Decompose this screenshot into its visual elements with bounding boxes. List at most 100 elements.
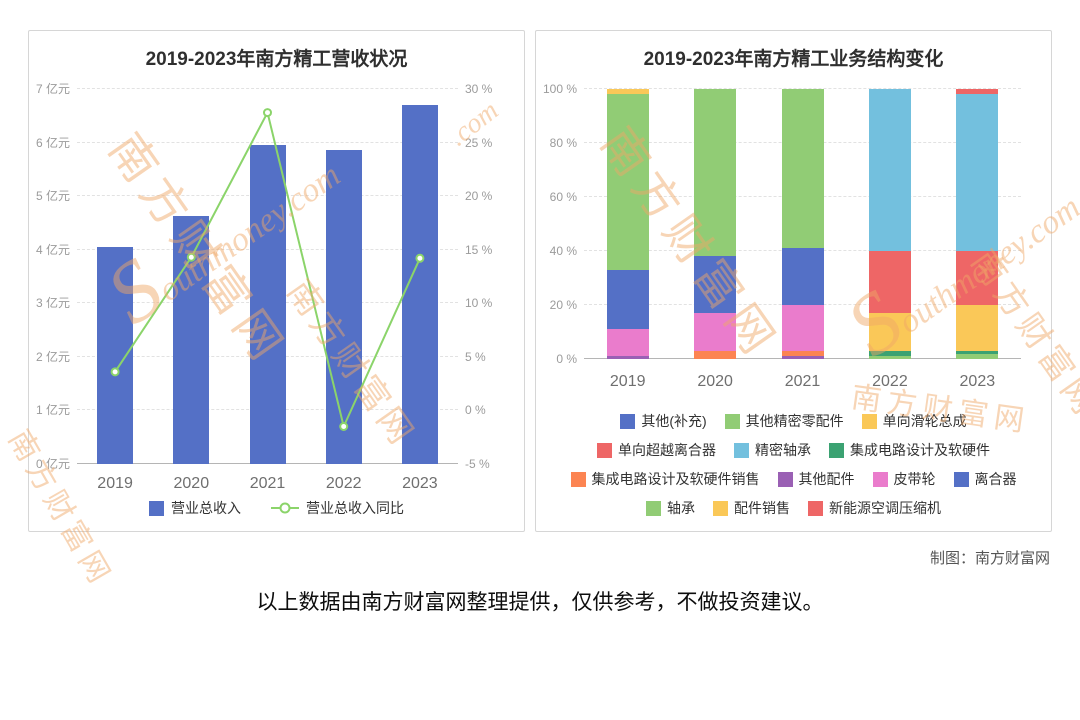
legend-item: 集成电路设计及软硬件销售	[570, 469, 760, 489]
x-axis-label: 2020	[697, 373, 733, 390]
x-axis-label: 2022	[872, 373, 908, 390]
legend-item: 精密轴承	[734, 440, 811, 460]
revenue-plot: 0 亿元 1 亿元 2 亿元 3 亿元 4 亿元 5 亿元 6 亿元 7 亿元 -5 % 0 % 5…	[36, 82, 492, 471]
legend-label: 皮带轮	[893, 471, 936, 487]
gridline	[584, 88, 1021, 89]
legend-item-growth: 营业总收入同比	[271, 498, 404, 518]
growth-marker-icon	[339, 422, 349, 431]
structure-chart-card: 2019-2023年南方精工业务结构变化 0 % 20 % 40 % 60 % 80 %…	[535, 30, 1052, 532]
bar-segment	[956, 94, 999, 252]
y-axis-label-left: 20 %	[549, 298, 577, 312]
revenue-chart-title: 2019-2023年南方精工营收状况	[145, 49, 408, 70]
bar-segment	[868, 251, 911, 314]
legend-swatch	[597, 442, 612, 458]
y-axis-label-right: 5 %	[465, 349, 486, 364]
legend-item: 其他(补充)	[620, 411, 707, 431]
x-axis-label: 2020	[173, 475, 210, 492]
revenue-bar-2021	[249, 145, 286, 464]
bar-segment	[781, 305, 824, 351]
legend-label: 其他精密零配件	[745, 413, 844, 429]
y-axis-label-left: 3 亿元	[35, 296, 70, 311]
bar-segment	[868, 89, 911, 252]
legend-swatch	[620, 413, 636, 429]
legend-swatch	[724, 413, 740, 429]
x-axis-label: 2019	[97, 475, 133, 492]
y-axis-label-right: 10 %	[465, 296, 493, 311]
legend-label: 集成电路设计及软硬件销售	[591, 471, 760, 487]
legend-swatch	[953, 471, 969, 487]
legend-swatch	[777, 471, 793, 487]
chart-credit: 制图：南方财富网	[929, 550, 1050, 567]
y-axis-label-left: 1 亿元	[35, 403, 70, 418]
legend-item: 新能源空调压缩机	[808, 498, 941, 518]
legend-swatch	[734, 442, 749, 458]
bar-segment	[606, 94, 649, 270]
x-axis-label: 2021	[784, 373, 821, 390]
legend-label: 其他(补充)	[641, 413, 707, 429]
growth-marker-icon	[186, 252, 196, 262]
legend-label: 轴承	[667, 500, 695, 516]
y-axis-label-left: 60 %	[549, 190, 577, 204]
revenue-legend: 营业总收入 营业总收入同比	[29, 498, 524, 518]
legend-label: 离合器	[974, 471, 1017, 487]
bar-segment	[694, 313, 737, 351]
stacked-bar-2023	[956, 89, 999, 359]
y-axis-label-right: -5 %	[465, 457, 490, 471]
legend-label: 单向超越离合器	[618, 442, 716, 458]
y-axis-label-left: 0 %	[556, 352, 577, 366]
legend-item: 单向滑轮总成	[861, 411, 967, 431]
y-axis-label-right: 15 %	[465, 242, 493, 257]
y-axis-label-left: 0 亿元	[35, 457, 70, 471]
y-axis-label-left: 6 亿元	[35, 135, 70, 150]
legend-label: 其他配件	[798, 471, 855, 487]
x-axis-label: 2022	[325, 475, 362, 492]
legend-label: 新能源空调压缩机	[829, 500, 941, 516]
bar-segment	[694, 256, 737, 314]
disclaimer-text: 以上数据由南方财富网整理提供，仅供参考，不做投资建议。	[256, 591, 824, 614]
y-axis-label-right: 25 %	[465, 135, 493, 150]
stacked-bar-2020	[694, 89, 737, 359]
growth-marker-icon	[110, 367, 120, 377]
gridline	[77, 88, 458, 89]
bar-segment	[606, 269, 649, 330]
legend-item: 其他配件	[777, 469, 855, 489]
bar-segment	[956, 251, 999, 306]
x-axis-label: 2021	[249, 475, 286, 492]
legend-swatch	[872, 471, 888, 487]
structure-chart-title: 2019-2023年南方精工业务结构变化	[643, 49, 944, 70]
bar-segment	[781, 350, 824, 357]
bar-segment	[956, 305, 999, 351]
stacked-bar-2022	[868, 89, 911, 359]
bar-segment	[781, 89, 824, 249]
structure-plot: 0 % 20 % 40 % 60 % 80 % 100 %	[543, 82, 1021, 366]
bar-segment	[606, 356, 649, 359]
legend-item-revenue: 营业总收入	[149, 498, 241, 518]
y-axis-label-left: 40 %	[549, 244, 577, 258]
x-axis-label: 2023	[402, 475, 438, 492]
bar-segment	[956, 350, 999, 354]
stacked-bar-2021	[781, 89, 824, 359]
legend-item: 皮带轮	[872, 469, 936, 489]
bar-segment	[956, 353, 999, 359]
legend-item: 集成电路设计及软硬件	[829, 440, 990, 460]
legend-label: 单向滑轮总成	[882, 413, 967, 429]
legend-label: 配件销售	[734, 500, 790, 516]
y-axis-label-right: 0 %	[465, 403, 486, 418]
revenue-bar-2022	[325, 149, 362, 464]
growth-line	[114, 109, 421, 430]
bar-segment	[781, 248, 824, 306]
y-axis-label-right: 30 %	[465, 82, 493, 96]
legend-label: 精密轴承	[755, 442, 811, 458]
y-axis-label-left: 4 亿元	[35, 242, 70, 257]
legend-item: 配件销售	[713, 498, 790, 518]
growth-marker-icon	[415, 253, 425, 263]
line-series-marker-icon	[271, 507, 299, 509]
legend-swatch	[646, 500, 661, 516]
y-axis-label-left: 5 亿元	[35, 189, 70, 204]
legend-item: 离合器	[953, 469, 1017, 489]
legend-item: 单向超越离合器	[597, 440, 716, 460]
bar-segment	[781, 356, 824, 359]
x-axis-label: 2019	[609, 373, 646, 390]
bar-series-swatch	[149, 500, 164, 516]
